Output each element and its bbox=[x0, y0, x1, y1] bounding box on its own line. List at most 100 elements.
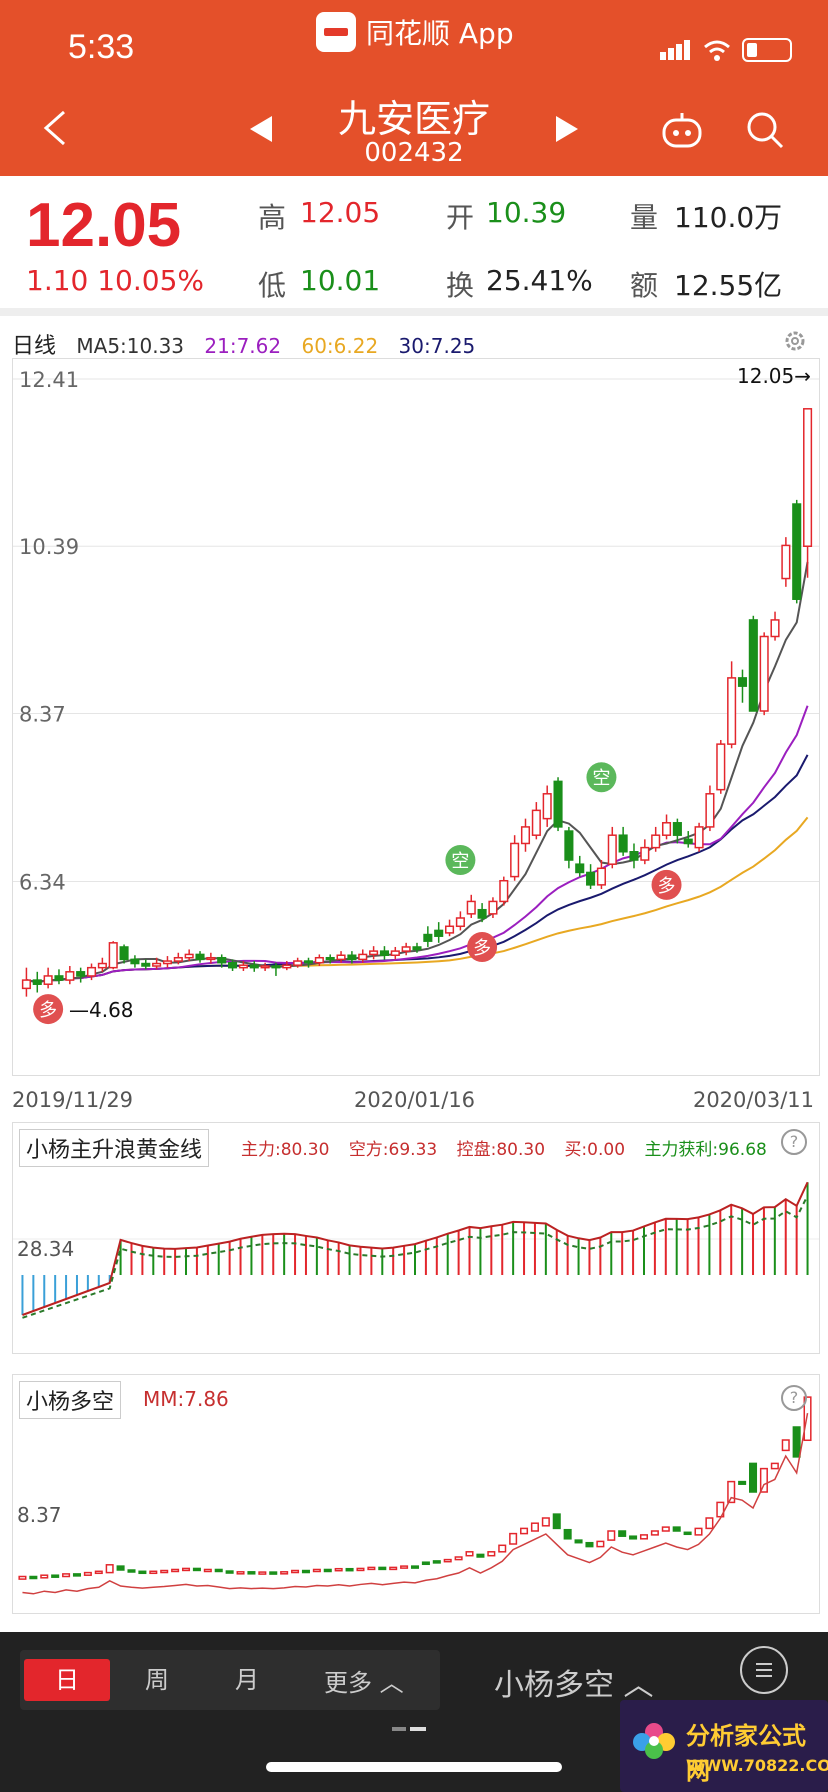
mini-candle-up bbox=[312, 1568, 321, 1573]
last-price-label: 12.05→ bbox=[737, 364, 811, 388]
app-logo-icon bbox=[316, 12, 356, 52]
ma-legend: 日线 MA5:10.33 21:7.62 60:6.22 30:7.25 bbox=[12, 328, 489, 360]
mini-candle-up bbox=[181, 1567, 191, 1572]
indicator2-mm: MM:7.86 bbox=[143, 1387, 229, 1411]
candle-down bbox=[553, 780, 563, 828]
indicator-dashed-line bbox=[22, 1195, 809, 1319]
tab-month[interactable]: 月 bbox=[235, 1666, 259, 1694]
stock-name: 九安医疗 bbox=[337, 97, 490, 141]
indicator-select-label: 小杨多空 bbox=[494, 1668, 614, 1703]
tab-week[interactable]: 周 bbox=[145, 1666, 169, 1694]
mini-candle-up bbox=[203, 1568, 212, 1573]
current-price: 12.05 bbox=[26, 191, 182, 260]
mini-candle-up bbox=[105, 1564, 114, 1574]
menu-icon[interactable] bbox=[740, 1646, 788, 1694]
wifi-icon bbox=[704, 40, 730, 61]
tab-day[interactable]: 日 bbox=[24, 1659, 110, 1701]
mini-candle-down bbox=[476, 1553, 485, 1558]
status-time: 5:33 bbox=[68, 28, 135, 66]
app-header: 5:33 同花顺 App 九安医疗 002432 bbox=[0, 0, 828, 176]
candle-up bbox=[369, 950, 379, 956]
date-end: 2020/03/11 bbox=[692, 1088, 814, 1112]
mini-candle-down bbox=[269, 1571, 278, 1575]
candle-up bbox=[727, 677, 737, 745]
candle-up bbox=[803, 408, 813, 547]
candle-down bbox=[748, 619, 758, 712]
mini-candle-up bbox=[236, 1571, 245, 1575]
mini-candle-down bbox=[127, 1569, 136, 1573]
candle-up bbox=[65, 971, 75, 981]
gear-icon[interactable] bbox=[782, 328, 808, 354]
period-label[interactable]: 日线 bbox=[12, 334, 57, 359]
candle-up bbox=[531, 809, 541, 836]
candle-up bbox=[488, 900, 498, 915]
search-icon[interactable] bbox=[745, 110, 785, 150]
date-start: 2019/11/29 bbox=[12, 1088, 134, 1112]
candle-up bbox=[293, 960, 303, 966]
signal-duo bbox=[467, 931, 498, 962]
mini-candle-down bbox=[618, 1530, 627, 1537]
candle-up bbox=[770, 619, 780, 638]
candle-up bbox=[661, 822, 672, 836]
candle-down bbox=[575, 863, 585, 874]
signal-icon bbox=[660, 40, 692, 60]
mini-candle-down bbox=[629, 1535, 638, 1540]
candle-up bbox=[705, 793, 715, 828]
mini-candle-up bbox=[400, 1565, 409, 1569]
mini-candle-up bbox=[149, 1570, 158, 1575]
candle-up bbox=[759, 635, 769, 712]
help-icon[interactable]: ? bbox=[781, 1129, 807, 1155]
indicator-panel-2[interactable]: 小杨多空 MM:7.86 ? 8.37 bbox=[12, 1374, 820, 1614]
signal-kong bbox=[445, 845, 476, 876]
mini-candle-up bbox=[770, 1462, 779, 1470]
mini-candle-up bbox=[291, 1569, 300, 1574]
candle-up bbox=[314, 956, 324, 964]
mini-candle-down bbox=[410, 1565, 420, 1569]
prev-stock-button[interactable] bbox=[250, 116, 272, 142]
mini-candle-up bbox=[727, 1480, 736, 1504]
kline-chart[interactable]: 12.41 10.39 8.37 6.34 12.05→ —4.68 空多空多多 bbox=[12, 358, 820, 1076]
indicator1-svg bbox=[13, 1181, 819, 1319]
y-tick-label: 6.34 bbox=[19, 871, 66, 895]
mini-candle-up bbox=[803, 1396, 812, 1442]
candle-down bbox=[228, 961, 238, 969]
robot-icon[interactable] bbox=[660, 110, 704, 150]
back-icon[interactable] bbox=[40, 108, 70, 148]
indicator2-title[interactable]: 小杨多空 bbox=[19, 1381, 122, 1419]
indicator-panel-1[interactable]: 小杨主升浪黄金线 主力:80.30 空方:69.33 控盘:80.30 买:0.… bbox=[12, 1122, 820, 1354]
candle-up bbox=[97, 962, 107, 969]
mini-candle-up bbox=[367, 1566, 376, 1571]
candle-up bbox=[401, 946, 411, 952]
ma5-label: MA5:10.33 bbox=[76, 334, 185, 358]
mini-candle-down bbox=[116, 1565, 125, 1571]
candle-up bbox=[716, 743, 726, 791]
mini-candle-up bbox=[389, 1566, 398, 1571]
mini-candle-up bbox=[356, 1567, 365, 1572]
signal-kong-text: 空 bbox=[451, 851, 469, 872]
candle-up bbox=[520, 826, 531, 845]
candle-down bbox=[737, 677, 748, 687]
open-value: 10.39 bbox=[486, 196, 567, 229]
candle-down bbox=[249, 964, 259, 969]
amount-label: 额 bbox=[630, 269, 659, 302]
mini-candle-up bbox=[40, 1574, 49, 1579]
app-badge[interactable]: 同花顺 App bbox=[316, 12, 514, 52]
candle-down bbox=[347, 954, 357, 961]
amount-value: 12.55亿 bbox=[674, 269, 783, 302]
candle-down bbox=[672, 822, 682, 836]
tab-more[interactable]: 更多 ︿ bbox=[324, 1663, 404, 1698]
mini-candle-up bbox=[334, 1567, 343, 1572]
indicator-selector[interactable]: 小杨多空 ︿ bbox=[494, 1660, 654, 1704]
help-icon[interactable]: ? bbox=[781, 1385, 807, 1411]
candle-up bbox=[173, 956, 183, 962]
mini-candle-up bbox=[160, 1569, 169, 1574]
mini-candle-up bbox=[596, 1540, 605, 1548]
next-stock-button[interactable] bbox=[556, 116, 578, 142]
period-tabs: 日 周 月 更多 ︿ bbox=[20, 1650, 440, 1710]
signal-kong bbox=[586, 762, 617, 793]
low-marker-label: —4.68 bbox=[69, 998, 134, 1022]
candle-up bbox=[336, 954, 346, 961]
flower-logo-icon bbox=[633, 1723, 675, 1759]
mini-candle-down bbox=[421, 1561, 430, 1566]
indicator1-title[interactable]: 小杨主升浪黄金线 bbox=[19, 1129, 210, 1167]
